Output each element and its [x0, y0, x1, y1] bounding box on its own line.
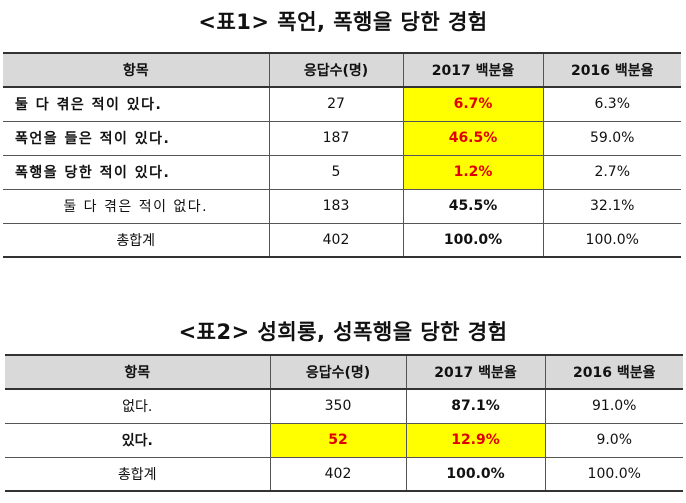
experience-verbal-physical-table: 항목 응답수(명) 2017 백분율 2016 백분율 둘 다 겪은 적이 있다… [3, 52, 681, 258]
table-header-row: 항목 응답수(명) 2017 백분율 2016 백분율 [3, 52, 681, 88]
row-item: 없다. [5, 388, 271, 424]
row-pct-2016: 6.3% [542, 86, 681, 122]
row-count: 402 [269, 456, 407, 492]
header-pct-2017: 2017 백분율 [402, 52, 544, 88]
table-row: 있다. 52 12.9% 9.0% [5, 422, 683, 458]
row-pct-2017: 12.9% [405, 422, 546, 458]
row-pct-2017: 46.5% [402, 120, 544, 156]
row-pct-2017: 45.5% [402, 188, 544, 224]
table-header-row: 항목 응답수(명) 2017 백분율 2016 백분율 [5, 354, 683, 390]
row-item: 총합계 [5, 456, 271, 492]
experience-harassment-table: 항목 응답수(명) 2017 백분율 2016 백분율 없다. 350 87.1… [5, 354, 683, 492]
header-item: 항목 [5, 354, 271, 390]
row-item: 폭행을 당한 적이 있다. [3, 154, 270, 190]
row-pct-2017: 100.0% [405, 456, 546, 492]
header-pct-2017: 2017 백분율 [405, 354, 546, 390]
row-pct-2016: 100.0% [542, 222, 681, 258]
row-count: 402 [268, 222, 404, 258]
row-item: 총합계 [3, 222, 270, 258]
row-pct-2016: 100.0% [544, 456, 683, 492]
row-pct-2016: 91.0% [544, 388, 683, 424]
row-item: 있다. [5, 422, 271, 458]
table-row: 둘 다 겪은 적이 있다. 27 6.7% 6.3% [3, 86, 681, 122]
row-count: 187 [268, 120, 404, 156]
table2-title: <표2> 성희롱, 성폭행을 당한 경험 [178, 320, 508, 344]
table1-title: <표1> 폭언, 폭행을 당한 경험 [198, 10, 488, 34]
table-row-total: 총합계 402 100.0% 100.0% [5, 456, 683, 492]
row-pct-2016: 32.1% [542, 188, 681, 224]
row-pct-2017: 6.7% [402, 86, 544, 122]
header-item: 항목 [3, 52, 270, 88]
row-item: 폭언을 들은 적이 있다. [3, 120, 270, 156]
table-row: 둘 다 겪은 적이 없다. 183 45.5% 32.1% [3, 188, 681, 224]
header-pct-2016: 2016 백분율 [544, 354, 683, 390]
row-count: 5 [268, 154, 404, 190]
row-count: 183 [268, 188, 404, 224]
header-pct-2016: 2016 백분율 [542, 52, 681, 88]
row-pct-2016: 2.7% [542, 154, 681, 190]
row-pct-2017: 87.1% [405, 388, 546, 424]
row-count: 27 [268, 86, 404, 122]
row-item: 둘 다 겪은 적이 없다. [3, 188, 270, 224]
table-row: 없다. 350 87.1% 91.0% [5, 388, 683, 424]
table-row: 폭언을 들은 적이 있다. 187 46.5% 59.0% [3, 120, 681, 156]
row-pct-2016: 59.0% [542, 120, 681, 156]
header-count: 응답수(명) [268, 52, 404, 88]
row-item: 둘 다 겪은 적이 있다. [3, 86, 270, 122]
row-pct-2016: 9.0% [544, 422, 683, 458]
row-pct-2017: 100.0% [402, 222, 544, 258]
row-count: 350 [269, 388, 407, 424]
row-count: 52 [269, 422, 407, 458]
row-pct-2017: 1.2% [402, 154, 544, 190]
header-count: 응답수(명) [269, 354, 407, 390]
table-row: 폭행을 당한 적이 있다. 5 1.2% 2.7% [3, 154, 681, 190]
table-row-total: 총합계 402 100.0% 100.0% [3, 222, 681, 258]
